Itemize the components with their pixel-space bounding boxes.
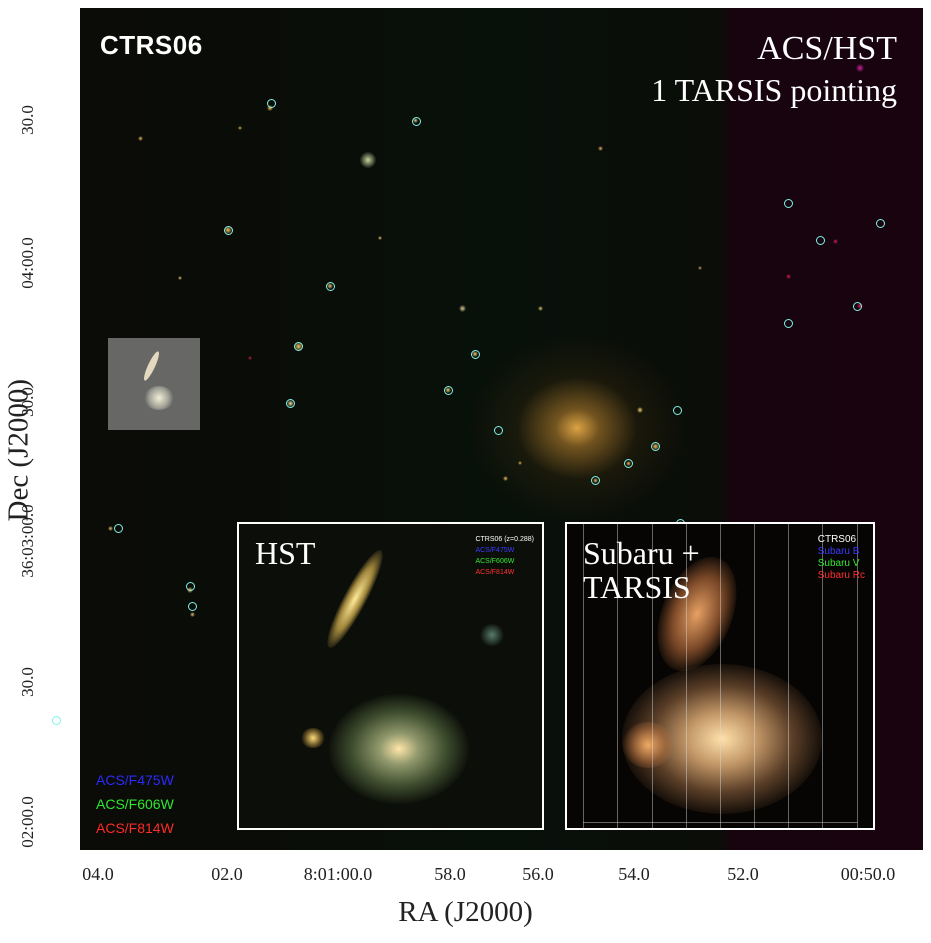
- pointing-label: 1 TARSIS pointing: [651, 72, 897, 108]
- galaxy: [248, 356, 252, 360]
- legend-entry: Subaru V: [817, 558, 860, 569]
- slit-line: [822, 524, 823, 828]
- subaru-companion-galaxy: [622, 722, 674, 768]
- x-tick-label: 02.0: [211, 864, 243, 884]
- cluster-member-marker: [188, 602, 197, 611]
- legend-entry: ACS/F606W: [475, 558, 515, 565]
- hst-inset-legend: CTRS06 (z=0.288) ACS/F475W ACS/F606W ACS/F8…: [475, 534, 534, 578]
- cluster-member-marker: [52, 716, 61, 725]
- filter-green: ACS/F606W: [96, 796, 174, 812]
- object-label: CTRS06: [100, 30, 203, 60]
- cluster-member-marker: [294, 342, 303, 351]
- cluster-member-marker: [444, 386, 453, 395]
- cluster-member-marker: [591, 476, 600, 485]
- cluster-member-marker: [784, 199, 793, 208]
- thumb-spiral-galaxy: [144, 386, 174, 410]
- hst-inset-title: HST: [255, 535, 316, 571]
- slit-line: [788, 524, 789, 828]
- cluster-member-marker: [286, 399, 295, 408]
- galaxy: [360, 152, 376, 168]
- y-tick-label: 04:00.0: [18, 237, 37, 289]
- slit-line: [686, 524, 687, 828]
- cluster-member-marker: [624, 459, 633, 468]
- x-tick-label: 8:01:00.0: [303, 864, 373, 884]
- galaxy-thumbnail: [108, 338, 200, 430]
- galaxy: [537, 305, 543, 311]
- legend-entry: Subaru B: [817, 546, 860, 557]
- subaru-inset-title: Subaru + TARSIS: [583, 535, 700, 605]
- subaru-inset: Subaru + TARSIS CTRS06 Subaru B Subaru V Su…: [565, 522, 875, 830]
- edge-on-galaxy: [319, 545, 391, 653]
- cluster-member-marker: [224, 226, 233, 235]
- instrument-label: ACS/HST: [757, 30, 897, 67]
- cluster-member-marker: [326, 282, 335, 291]
- galaxy: [238, 126, 242, 130]
- legend-entry: Subaru Rc: [817, 570, 865, 581]
- legend-entry: CTRS06: [817, 534, 857, 545]
- cluster-member-marker: [114, 524, 123, 533]
- subaru-inset-legend: CTRS06 Subaru B Subaru V Subaru Rc: [818, 534, 865, 582]
- cluster-member-marker: [412, 117, 421, 126]
- galaxy: [189, 611, 195, 617]
- legend-entry: ACS/F814W: [475, 569, 515, 576]
- x-tick-label: 04.0: [82, 864, 114, 884]
- galaxy: [378, 236, 382, 240]
- y-tick-label: 30.0: [18, 667, 37, 697]
- cluster-member-marker: [186, 582, 195, 591]
- filter-blue: ACS/F475W: [96, 772, 174, 788]
- spiral-galaxy: [329, 694, 469, 804]
- cluster-member-marker: [673, 406, 682, 415]
- filter-legend: ACS/F475W ACS/F606W ACS/F814W: [96, 768, 174, 840]
- slit-baseline: [583, 822, 857, 823]
- x-tick-label: 58.0: [434, 864, 466, 884]
- galaxy: [267, 105, 273, 111]
- x-tick-label: 56.0: [522, 864, 554, 884]
- thumb-edge-on-galaxy: [141, 350, 162, 382]
- companion-galaxy: [301, 728, 325, 748]
- galaxy: [518, 461, 522, 465]
- galaxy: [785, 273, 791, 279]
- legend-entry: CTRS06 (z=0.288): [475, 536, 534, 543]
- cluster-member-marker: [471, 350, 480, 359]
- faint-galaxy: [479, 624, 505, 646]
- cluster-member-marker: [494, 426, 503, 435]
- galaxy: [856, 64, 864, 72]
- cluster-member-marker: [651, 442, 660, 451]
- x-axis-label: RA (J2000): [398, 896, 533, 928]
- x-tick-label: 00:50.0: [840, 864, 896, 884]
- cluster-member-marker: [876, 219, 885, 228]
- galaxy: [698, 266, 702, 270]
- galaxy: [832, 238, 838, 244]
- slit-line: [720, 524, 721, 828]
- galaxy: [502, 475, 508, 481]
- hst-inset: HST CTRS06 (z=0.288) ACS/F475W ACS/F606W AC…: [237, 522, 544, 830]
- galaxy: [458, 304, 466, 312]
- galaxy: [107, 525, 113, 531]
- filter-red: ACS/F814W: [96, 820, 174, 836]
- slit-line: [617, 524, 618, 828]
- galaxy: [137, 135, 143, 141]
- cluster-member-marker: [784, 319, 793, 328]
- slit-line: [754, 524, 755, 828]
- y-tick-label: 30.0: [18, 105, 37, 135]
- galaxy: [178, 276, 182, 280]
- legend-entry: ACS/F475W: [475, 547, 515, 554]
- x-tick-label: 54.0: [618, 864, 650, 884]
- cluster-member-marker: [267, 99, 276, 108]
- cluster-member-marker: [816, 236, 825, 245]
- y-tick-label: 30.0: [18, 387, 37, 417]
- galaxy: [637, 407, 643, 413]
- slit-line: [652, 524, 653, 828]
- slit-line: [583, 524, 584, 828]
- y-tick-label: 02:00.0: [18, 796, 37, 848]
- slit-line: [857, 524, 858, 828]
- x-tick-label: 52.0: [727, 864, 759, 884]
- y-tick-label: 36:03:00.0: [18, 504, 37, 578]
- cluster-member-marker: [853, 302, 862, 311]
- galaxy: [597, 145, 603, 151]
